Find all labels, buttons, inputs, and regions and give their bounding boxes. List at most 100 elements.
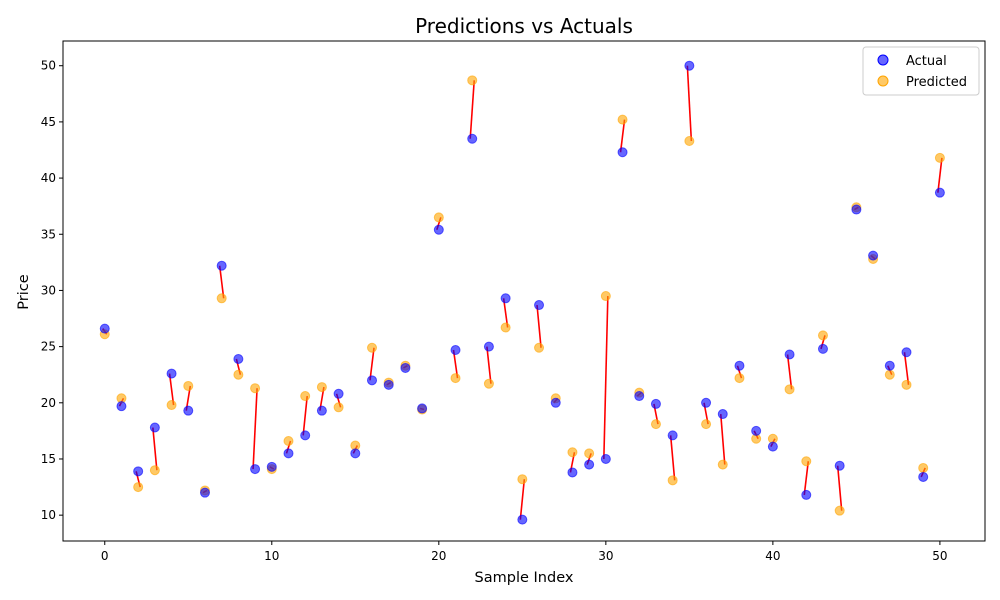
actual-point bbox=[851, 204, 862, 215]
predicted-point bbox=[450, 373, 461, 384]
actual-point bbox=[316, 405, 327, 416]
predicted-point bbox=[667, 475, 678, 486]
y-axis-ticks: 10 15 20 25 30 35 40 45 50 bbox=[41, 59, 63, 522]
connector-line bbox=[519, 479, 526, 520]
actual-point bbox=[300, 430, 311, 441]
predicted-point bbox=[801, 456, 812, 467]
predicted-point bbox=[600, 291, 611, 302]
connector-line bbox=[168, 373, 175, 406]
actual-point bbox=[133, 466, 144, 477]
predicted-point bbox=[300, 391, 311, 402]
connector-line bbox=[903, 352, 910, 385]
legend-label-actual: Actual bbox=[906, 54, 947, 69]
actual-point bbox=[817, 343, 828, 354]
predicted-point bbox=[834, 505, 845, 516]
predicted-point bbox=[817, 330, 828, 341]
connector-line bbox=[302, 395, 308, 436]
actual-point bbox=[667, 430, 678, 441]
connector-line bbox=[603, 296, 609, 459]
connector-line bbox=[152, 427, 158, 471]
actual-points bbox=[99, 60, 945, 525]
predicted-point bbox=[133, 482, 144, 493]
predicted-point bbox=[467, 75, 478, 86]
y-tick-label: 25 bbox=[41, 340, 56, 354]
y-tick-label: 10 bbox=[41, 508, 56, 522]
predicted-point bbox=[500, 322, 511, 333]
actual-point bbox=[450, 344, 461, 355]
actual-point bbox=[584, 459, 595, 470]
y-tick-label: 40 bbox=[41, 171, 56, 185]
actual-point bbox=[250, 464, 261, 475]
connector-line bbox=[937, 157, 943, 193]
connector-line bbox=[536, 304, 542, 348]
predicted-point bbox=[283, 436, 294, 446]
actual-point bbox=[600, 453, 611, 464]
predicted-point bbox=[216, 293, 227, 304]
actual-point bbox=[734, 360, 745, 371]
actual-point bbox=[483, 341, 494, 352]
x-tick-label: 20 bbox=[431, 549, 446, 563]
connector-line bbox=[669, 435, 676, 481]
predicted-point bbox=[183, 380, 194, 391]
actual-point bbox=[634, 391, 645, 402]
actual-point bbox=[517, 514, 528, 525]
actual-point bbox=[767, 441, 778, 452]
connector-line bbox=[502, 298, 509, 328]
predicted-point bbox=[483, 378, 494, 389]
connector-line bbox=[686, 65, 693, 142]
actual-point bbox=[701, 397, 712, 408]
actual-point bbox=[550, 397, 561, 408]
actual-point bbox=[166, 368, 177, 379]
predicted-points bbox=[99, 75, 945, 516]
predicted-point bbox=[650, 419, 661, 430]
connector-line bbox=[803, 461, 810, 496]
actual-point bbox=[918, 471, 929, 482]
y-tick-label: 50 bbox=[41, 59, 56, 73]
actual-point bbox=[333, 388, 344, 399]
chart-title: Predictions vs Actuals bbox=[415, 14, 633, 38]
predicted-point bbox=[166, 400, 177, 411]
actual-point bbox=[367, 375, 378, 386]
x-tick-label: 50 bbox=[932, 549, 947, 563]
x-tick-label: 30 bbox=[598, 549, 613, 563]
connector-line bbox=[836, 465, 843, 511]
actual-point bbox=[216, 260, 227, 271]
actual-point bbox=[784, 349, 795, 360]
predicted-point bbox=[684, 136, 695, 146]
legend-marker-actual bbox=[877, 54, 889, 66]
actual-point bbox=[283, 448, 294, 459]
actual-point bbox=[884, 360, 895, 371]
predicted-point bbox=[567, 447, 578, 458]
actual-point bbox=[868, 250, 879, 261]
actual-point bbox=[567, 467, 578, 478]
predicted-point bbox=[517, 474, 528, 485]
y-tick-label: 30 bbox=[41, 283, 56, 297]
actual-point bbox=[266, 461, 277, 472]
predicted-point bbox=[884, 369, 895, 380]
connector-line bbox=[619, 119, 626, 153]
actual-point bbox=[149, 422, 160, 433]
actual-point bbox=[751, 425, 762, 436]
x-tick-label: 10 bbox=[264, 549, 279, 563]
y-tick-label: 45 bbox=[41, 115, 56, 129]
y-tick-label: 15 bbox=[41, 452, 56, 466]
predicted-point bbox=[717, 459, 728, 470]
predicted-point bbox=[233, 369, 244, 380]
x-tick-label: 40 bbox=[765, 549, 780, 563]
predicted-point bbox=[784, 384, 795, 395]
legend: Actual Predicted bbox=[862, 46, 980, 96]
connector-line bbox=[719, 413, 726, 465]
actual-point bbox=[400, 362, 411, 373]
connector-line bbox=[252, 388, 258, 470]
connector-line bbox=[369, 347, 375, 381]
plot-frame bbox=[62, 40, 986, 542]
actual-point bbox=[500, 293, 511, 304]
predicted-point bbox=[250, 383, 261, 394]
y-axis-label: Price bbox=[16, 274, 32, 309]
actual-point bbox=[717, 409, 728, 420]
actual-point bbox=[617, 147, 628, 158]
actual-point bbox=[116, 401, 127, 412]
actual-point bbox=[183, 405, 194, 416]
actual-point bbox=[834, 460, 845, 471]
predicted-point bbox=[534, 342, 545, 353]
